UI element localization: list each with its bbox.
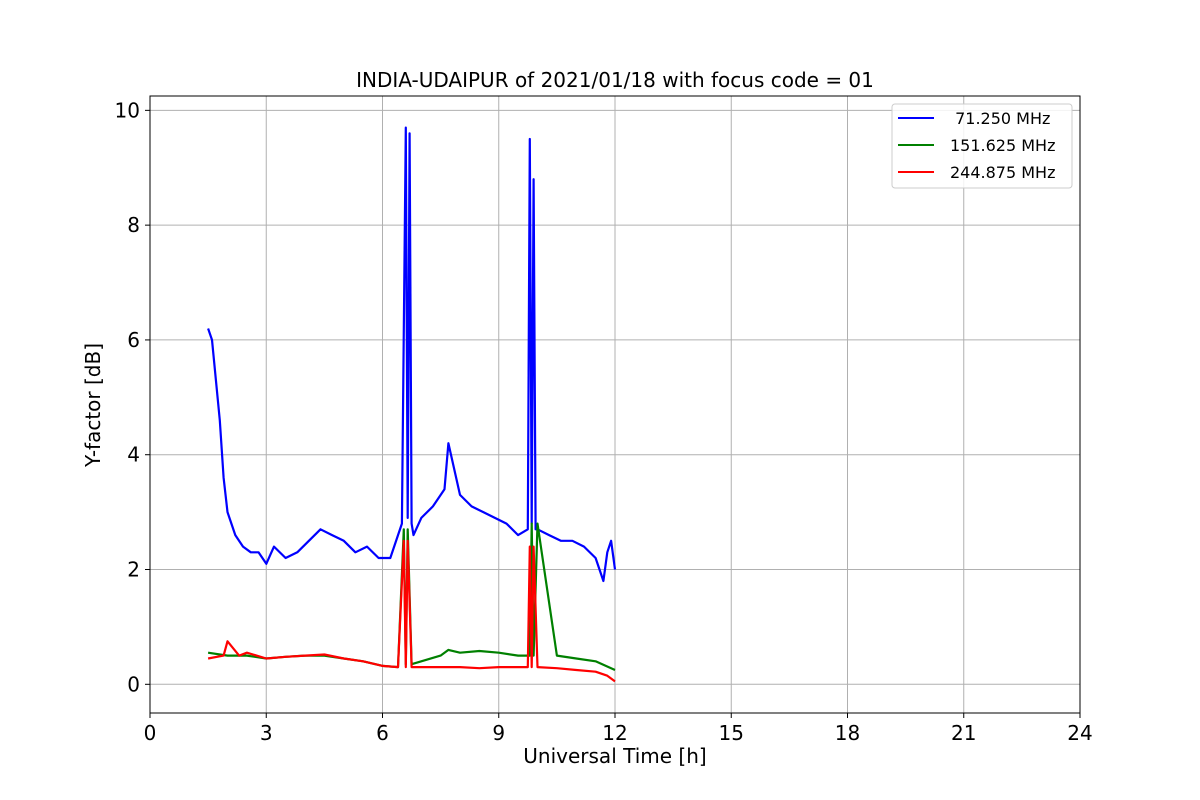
x-axis-label: Universal Time [h] — [523, 744, 706, 768]
x-tick-label: 15 — [719, 721, 744, 745]
x-tick-label: 12 — [602, 721, 627, 745]
chart-title: INDIA-UDAIPUR of 2021/01/18 with focus c… — [356, 68, 874, 92]
y-tick-label: 6 — [127, 328, 140, 352]
x-tick-label: 3 — [260, 721, 273, 745]
legend-label-244mhz: 244.875 MHz — [950, 163, 1055, 182]
x-tick-label: 0 — [144, 721, 157, 745]
legend-label-71mhz: 71.250 MHz — [950, 109, 1050, 128]
x-tick-label: 18 — [835, 721, 860, 745]
y-tick-label: 8 — [127, 213, 140, 237]
series-244mhz-line — [207, 539, 616, 683]
series-layer — [207, 126, 617, 683]
legend-label-151mhz: 151.625 MHz — [950, 136, 1055, 155]
legend: 71.250 MHz 151.625 MHz 244.875 MHz — [891, 103, 1073, 189]
series-71mhz-line — [207, 126, 617, 583]
y-axis-label: Y-factor [dB] — [81, 343, 105, 468]
x-tick-label: 9 — [492, 721, 505, 745]
x-tick-label: 21 — [951, 721, 976, 745]
x-tick-label: 24 — [1067, 721, 1092, 745]
legend-box — [891, 103, 1073, 189]
x-tick-label: 6 — [376, 721, 389, 745]
y-tick-label: 10 — [115, 98, 140, 122]
y-tick-label: 0 — [127, 672, 140, 696]
y-tick-label: 2 — [127, 558, 140, 582]
y-tick-label: 4 — [127, 443, 140, 467]
